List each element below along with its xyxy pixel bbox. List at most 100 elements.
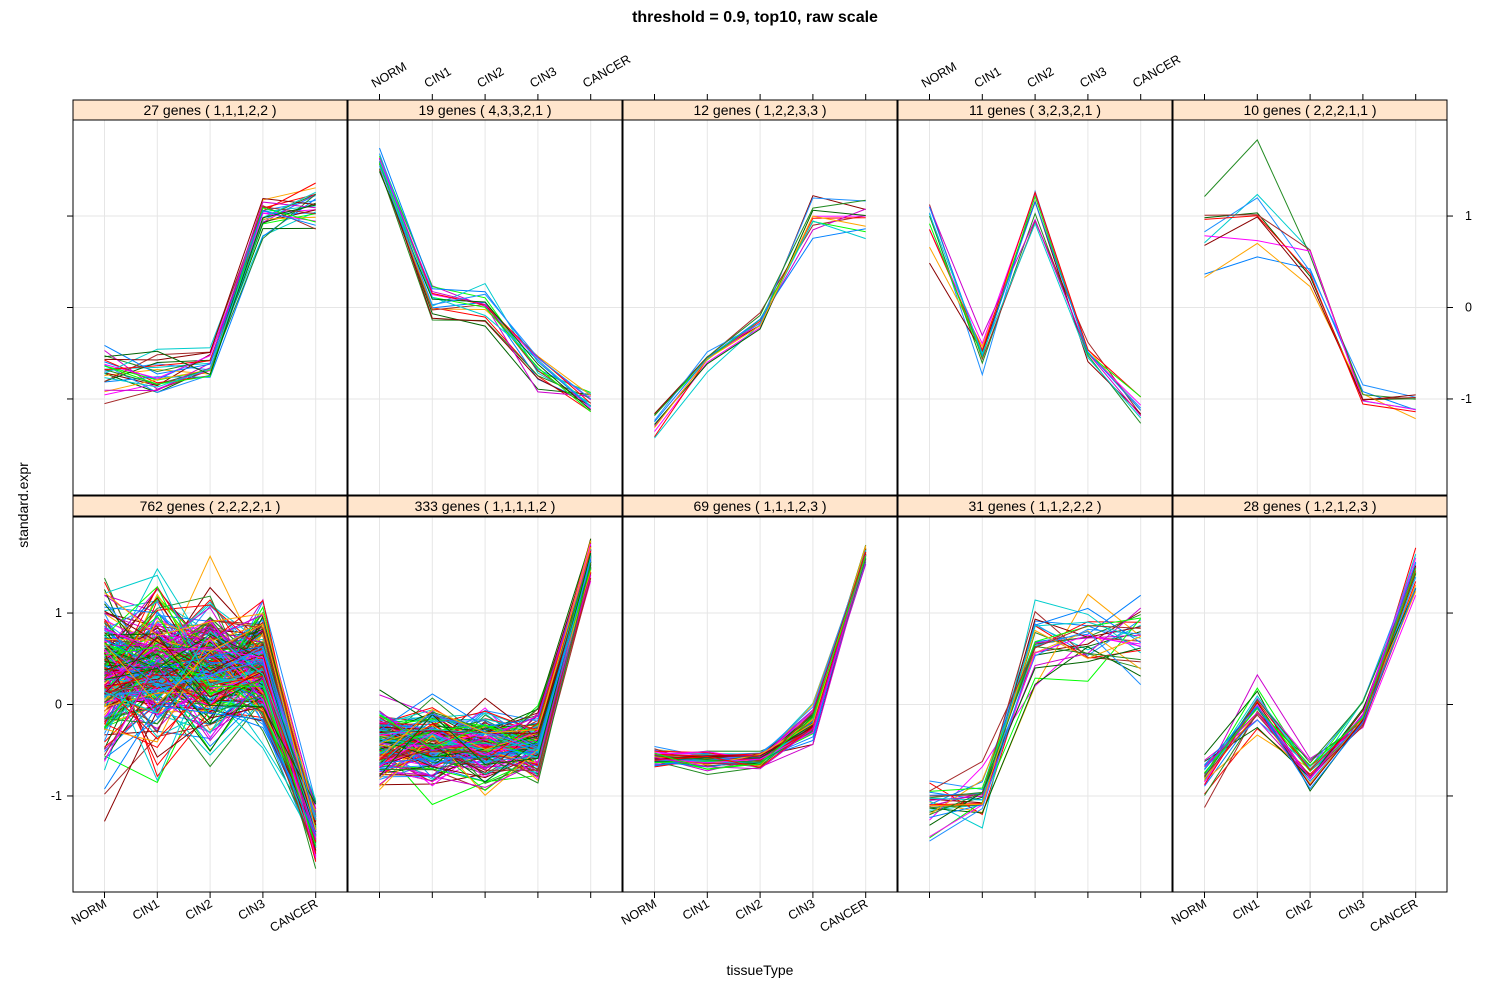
- series-line: [379, 561, 592, 771]
- panel-strip-label: 69 genes ( 1,1,1,2,3 ): [693, 498, 826, 514]
- series-line: [104, 639, 317, 839]
- series-line: [1204, 568, 1417, 774]
- series-line: [1204, 595, 1417, 786]
- x-axis-bottom-3: [654, 892, 867, 898]
- panel-grid: [1173, 517, 1447, 892]
- series-line: [104, 659, 317, 831]
- series-line: [379, 561, 592, 750]
- series-line: [654, 215, 866, 428]
- x-tick-label: NORM: [69, 896, 109, 927]
- series-line: [1204, 565, 1417, 777]
- series-line: [654, 197, 866, 421]
- series-line: [104, 182, 316, 371]
- panel-border: [72, 99, 348, 496]
- series-line: [379, 550, 592, 761]
- x-tick-labels-bottom-1: NORM CIN1 CIN2 CIN3 CANCER: [69, 896, 320, 935]
- axes: NORM CIN1 CIN2 CIN3 CANCER NORM CIN1 CIN2 CIN3 CA…: [51, 52, 1472, 935]
- panel-strip-label: 27 genes ( 1,1,1,2,2 ): [143, 102, 276, 118]
- series-line: [104, 207, 316, 385]
- series-line: [379, 546, 592, 759]
- series-line: [104, 653, 317, 805]
- series-line: [104, 191, 316, 388]
- panel-strip-label: 11 genes ( 3,2,3,2,1 ): [969, 102, 1101, 118]
- y-axis-left-2: -1 0 1: [51, 606, 73, 803]
- panel-strip-label: 12 genes ( 1,2,2,3,3 ): [693, 102, 826, 118]
- y-tick-label: 0: [55, 698, 62, 712]
- x-tick-label: CIN2: [1283, 896, 1315, 922]
- x-tick-label: CANCER: [580, 52, 633, 91]
- series-line: [379, 553, 592, 750]
- series-line: [104, 674, 317, 852]
- series-line: [379, 160, 592, 407]
- series-line: [1204, 197, 1416, 398]
- series-line: [929, 206, 1142, 417]
- series-line: [104, 644, 317, 818]
- x-tick-label: CIN2: [733, 896, 765, 922]
- series-line: [654, 228, 866, 423]
- series-line: [929, 614, 1141, 799]
- panels: 27 genes ( 1,1,1,2,2 ) 19 genes ( 4,3,3,2…: [72, 99, 1448, 893]
- series-line: [104, 675, 317, 849]
- panel-5: 10 genes ( 2,2,2,1,1 ): [1172, 99, 1448, 496]
- series-line: [929, 629, 1141, 807]
- series-line: [104, 651, 317, 826]
- series-line: [379, 162, 591, 396]
- x-axis-label: tissueType: [727, 962, 794, 978]
- x-axis-top-3: [654, 94, 867, 100]
- series-line: [1204, 216, 1416, 401]
- chart-title: threshold = 0.9, top10, raw scale: [632, 9, 878, 26]
- series-line: [929, 618, 1142, 839]
- panel-strip-label: 762 genes ( 2,2,2,2,1 ): [140, 498, 281, 514]
- x-tick-label: CANCER: [267, 896, 320, 935]
- panel-6: 762 genes ( 2,2,2,2,1 ): [72, 495, 348, 893]
- panel-9: 31 genes ( 1,1,2,2,2 ): [897, 495, 1173, 893]
- series-line: [654, 209, 866, 425]
- x-axis-bottom-4: [929, 892, 1142, 898]
- x-axis-bottom-1: [104, 892, 317, 898]
- series-line: [104, 205, 316, 374]
- series-line: [104, 592, 317, 817]
- series-line: [929, 645, 1141, 816]
- series-line: [929, 190, 1142, 398]
- series-line: [1204, 139, 1416, 400]
- x-tick-label: CIN3: [1336, 896, 1368, 922]
- x-tick-label: CIN1: [972, 64, 1004, 90]
- series-line: [104, 204, 316, 376]
- x-tick-label: CIN3: [527, 64, 559, 90]
- series-line: [929, 617, 1141, 792]
- series-line: [379, 557, 592, 788]
- panel-strip-label: 10 genes ( 2,2,2,1,1 ): [1243, 102, 1376, 118]
- series-line: [1204, 256, 1416, 411]
- x-axis-top-2: [379, 94, 592, 100]
- series-line: [654, 217, 866, 438]
- y-tick-label: -1: [51, 789, 62, 803]
- series-line: [654, 555, 867, 770]
- series-line: [379, 559, 592, 764]
- y-axis-right-2: [1447, 612, 1453, 797]
- panel-grid: [73, 120, 347, 495]
- series-line: [929, 610, 1141, 797]
- x-tick-labels-bottom-5: NORM CIN1 CIN2 CIN3 CANCER: [1169, 896, 1420, 935]
- series-line: [104, 665, 317, 840]
- x-tick-label: CIN1: [1230, 896, 1262, 922]
- panel-grid: [1173, 120, 1447, 495]
- y-axis-left-1: [67, 215, 73, 400]
- series-line: [929, 194, 1142, 398]
- y-axis-right-1: -1 0 1: [1447, 209, 1472, 406]
- x-tick-label: CIN3: [236, 896, 268, 922]
- panel-4: 11 genes ( 3,2,3,2,1 ): [897, 99, 1173, 496]
- series-line: [104, 701, 317, 830]
- panel-grid: [623, 120, 897, 495]
- series-line: [379, 165, 592, 400]
- x-axis-top-5: [1204, 94, 1417, 100]
- series-line: [654, 554, 867, 764]
- series-line: [929, 607, 1142, 801]
- panel-8: 69 genes ( 1,1,1,2,3 ): [622, 495, 898, 893]
- x-tick-label: CANCER: [1367, 896, 1420, 935]
- series-line: [929, 625, 1141, 792]
- panel-grid: [348, 517, 622, 892]
- series-line: [379, 162, 591, 407]
- panel-series: [1204, 139, 1416, 420]
- series-line: [104, 623, 317, 830]
